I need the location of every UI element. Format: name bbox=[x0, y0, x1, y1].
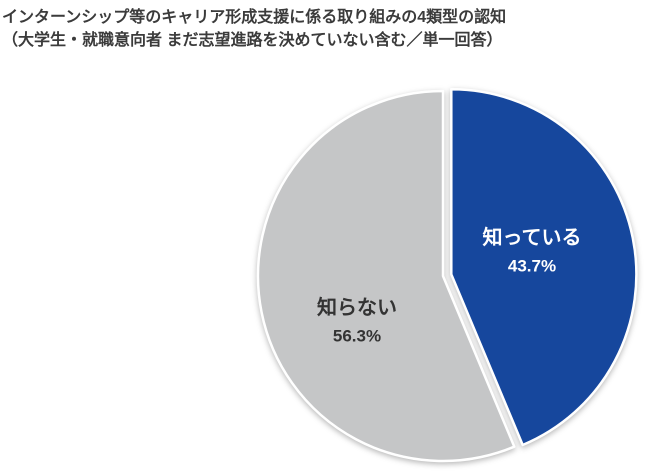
pie-slice-0 bbox=[450, 88, 638, 447]
pie-slice-value-0: 43.7% bbox=[508, 257, 556, 276]
chart-title: インターンシップ等のキャリア形成支援に係る取り組みの4類型の認知 （大学生・就職… bbox=[2, 7, 506, 52]
pie-slice-value-1: 56.3% bbox=[333, 327, 381, 346]
chart-title-line2: （大学生・就職意向者 まだ志望進路を決めていない含む／単一回答） bbox=[2, 31, 503, 49]
pie-slice-label-0: 知っている bbox=[483, 225, 582, 249]
chart-title-line1: インターンシップ等のキャリア形成支援に係る取り組みの4類型の認知 bbox=[2, 9, 507, 26]
pie-slice-1 bbox=[256, 89, 516, 463]
pie-slice-label-1: 知らない bbox=[317, 295, 397, 319]
